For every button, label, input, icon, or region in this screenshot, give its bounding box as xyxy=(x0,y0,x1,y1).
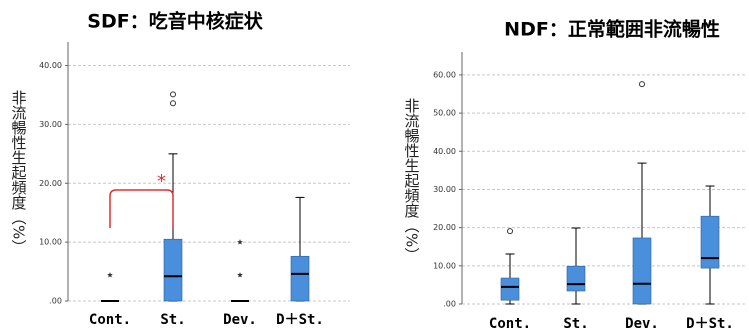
outlier xyxy=(507,228,513,235)
x-tick-label: Cont. xyxy=(89,312,131,328)
y-tick-label: 40.00 xyxy=(433,147,456,156)
box xyxy=(500,277,520,301)
y-tick-label: 10.00 xyxy=(433,261,456,270)
x-tick-label: D＋St. xyxy=(686,316,734,328)
y-axis-label: 非流暢性生起頻度（%） xyxy=(403,98,421,262)
y-tick-label: 50.00 xyxy=(433,109,456,118)
box xyxy=(163,238,183,302)
x-tick-label: D＋St. xyxy=(276,312,324,328)
outlier xyxy=(170,91,176,98)
y-tick-label: 20.00 xyxy=(433,223,456,232)
box xyxy=(290,255,310,302)
extreme xyxy=(237,239,243,245)
extreme xyxy=(237,272,243,278)
extreme xyxy=(107,272,113,278)
y-axis-label: 非流暢性生起頻度（%） xyxy=(10,90,28,254)
box xyxy=(632,237,652,305)
significance-bracket xyxy=(109,189,174,228)
x-tick-label: Dev. xyxy=(223,312,257,328)
box xyxy=(566,265,586,292)
y-tick-label: 30.00 xyxy=(433,185,456,194)
significance-label: * xyxy=(157,171,166,192)
y-tick-label: 40.00 xyxy=(39,61,62,70)
x-tick-label: Dev. xyxy=(625,316,659,328)
y-tick-label: .00 xyxy=(49,297,62,306)
y-tick-label: .00 xyxy=(443,300,456,309)
chart-title: SDF：吃音中核症状 xyxy=(87,10,263,33)
y-tick-label: 10.00 xyxy=(39,238,62,247)
chart-title: NDF：正常範囲非流暢性 xyxy=(504,18,720,41)
y-tick-label: 20.00 xyxy=(39,179,62,188)
outlier xyxy=(639,81,645,88)
x-tick-label: St. xyxy=(563,316,588,328)
box xyxy=(700,215,720,269)
outlier xyxy=(170,100,176,107)
y-tick-label: 60.00 xyxy=(433,70,456,79)
x-tick-label: Cont. xyxy=(489,316,531,328)
x-tick-label: St. xyxy=(160,312,185,328)
y-tick-label: 30.00 xyxy=(39,120,62,129)
